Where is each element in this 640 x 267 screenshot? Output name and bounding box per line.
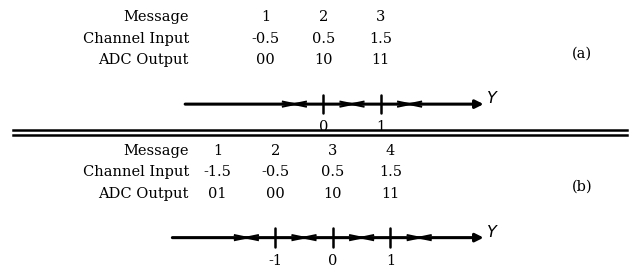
Text: -1.5: -1.5: [204, 165, 232, 179]
Text: 10: 10: [324, 187, 342, 201]
Text: 0: 0: [319, 120, 328, 134]
Text: 1: 1: [261, 10, 270, 24]
Text: 11: 11: [381, 187, 399, 201]
Text: 1.5: 1.5: [369, 32, 392, 46]
Text: Channel Input: Channel Input: [83, 165, 189, 179]
Text: 2: 2: [319, 10, 328, 24]
Text: 1: 1: [386, 254, 395, 267]
Text: 11: 11: [372, 53, 390, 67]
Text: 00: 00: [256, 53, 275, 67]
Text: 3: 3: [376, 10, 385, 24]
Text: ADC Output: ADC Output: [99, 53, 189, 67]
Text: Message: Message: [124, 10, 189, 24]
Text: 3: 3: [328, 144, 337, 158]
Text: 0: 0: [328, 254, 337, 267]
Text: 1: 1: [213, 144, 222, 158]
Text: 0.5: 0.5: [312, 32, 335, 46]
Text: 4: 4: [386, 144, 395, 158]
Text: 0.5: 0.5: [321, 165, 344, 179]
Text: $Y$: $Y$: [486, 224, 499, 241]
Text: (a): (a): [572, 46, 593, 60]
Text: 2: 2: [271, 144, 280, 158]
Text: 01: 01: [209, 187, 227, 201]
Text: Channel Input: Channel Input: [83, 32, 189, 46]
Text: 00: 00: [266, 187, 285, 201]
Text: Message: Message: [124, 144, 189, 158]
Text: -1: -1: [268, 254, 282, 267]
Text: 10: 10: [314, 53, 332, 67]
Text: (b): (b): [572, 180, 593, 194]
Text: 1.5: 1.5: [379, 165, 402, 179]
Text: 1: 1: [376, 120, 385, 134]
Text: -0.5: -0.5: [252, 32, 280, 46]
Text: $Y$: $Y$: [486, 90, 499, 107]
Text: -0.5: -0.5: [261, 165, 289, 179]
Text: ADC Output: ADC Output: [99, 187, 189, 201]
